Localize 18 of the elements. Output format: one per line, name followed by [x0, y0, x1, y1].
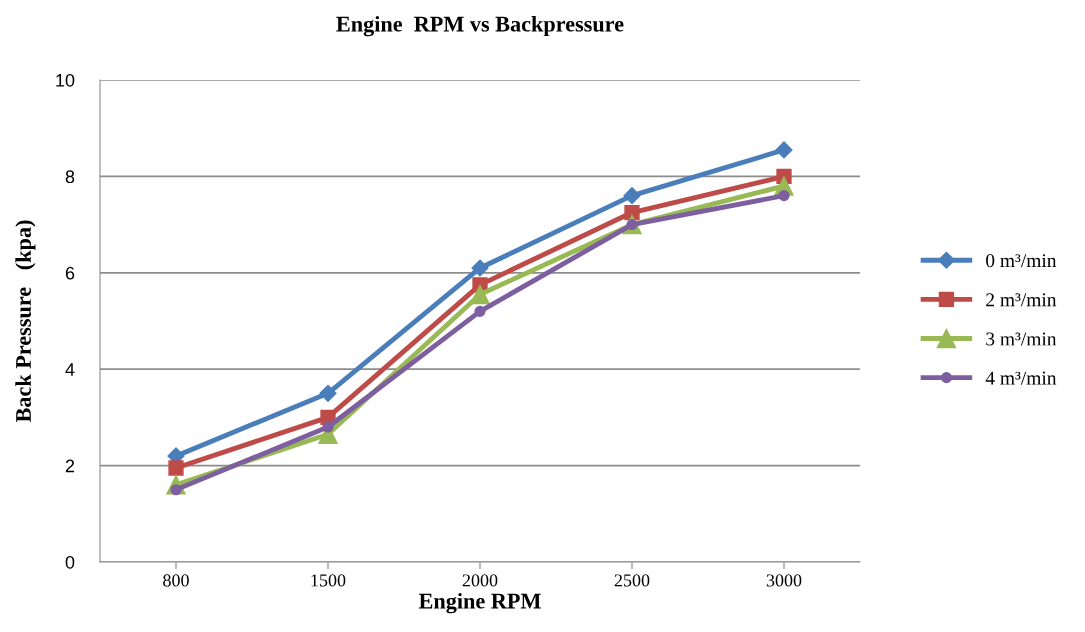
legend-label: 2 m³/min	[986, 293, 1057, 307]
y-tick-label: 4	[65, 363, 75, 376]
y-tick-label: 8	[65, 170, 75, 184]
x-tick-label: 2500	[614, 574, 650, 587]
legend-label: 3 m³/min	[986, 332, 1057, 346]
y-tick-label: 0	[65, 555, 75, 569]
legend-label: 0 m³/min	[986, 254, 1057, 268]
chart-title: Engine RPM vs Backpressure	[336, 15, 624, 37]
y-tick-label: 6	[65, 266, 75, 280]
x-tick-label: 3000	[766, 574, 802, 587]
x-tick-label: 1500	[311, 574, 346, 587]
legend-label: 4 m³/min	[985, 371, 1057, 385]
x-axis-title: Engine RPM	[418, 592, 541, 614]
x-tick-label: 2000	[462, 574, 498, 587]
y-axis-title: Back Pressure (kpa)	[15, 220, 36, 423]
x-tick-label: 800	[163, 574, 189, 587]
y-tick-label: 10	[56, 73, 75, 87]
y-tick-label: 2	[65, 459, 75, 473]
